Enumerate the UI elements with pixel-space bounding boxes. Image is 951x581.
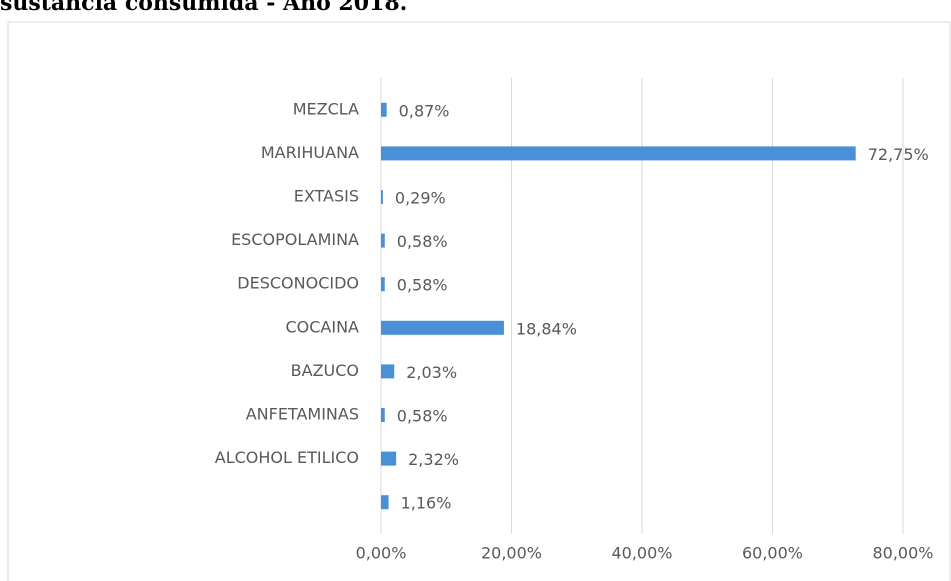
bar <box>381 190 383 204</box>
y-tick-label: DESCONOCIDO <box>237 274 359 293</box>
data-label: 0,58% <box>397 407 448 426</box>
y-tick-label: MARIHUANA <box>261 143 359 162</box>
bar <box>381 364 395 379</box>
data-label: 18,84% <box>516 319 577 338</box>
x-tick-label: 20,00% <box>481 544 542 563</box>
data-label: 2,32% <box>408 450 459 469</box>
bar <box>381 451 397 466</box>
bar <box>381 277 385 292</box>
bar <box>381 495 389 510</box>
bar <box>381 320 504 335</box>
x-tick-label: 0,00% <box>356 544 407 563</box>
y-tick-label: MEZCLA <box>293 99 359 118</box>
data-label: 1,16% <box>401 494 452 513</box>
x-tick-label: 60,00% <box>742 544 803 563</box>
bar <box>381 146 856 161</box>
y-tick-label: ANFETAMINAS <box>246 405 359 424</box>
y-tick-label: ESCOPOLAMINA <box>231 230 359 249</box>
bar <box>381 408 385 422</box>
chart-title: sustancia consumida - Año 2018. <box>0 0 407 16</box>
data-label: 0,29% <box>395 189 446 208</box>
x-tick-label: 40,00% <box>611 544 672 563</box>
chart-frame <box>7 21 951 581</box>
bar <box>381 233 385 248</box>
y-tick-label: BAZUCO <box>291 361 359 380</box>
y-tick-label: EXTASIS <box>294 187 359 206</box>
y-tick-label: COCAINA <box>285 317 359 336</box>
x-tick-label: 80,00% <box>872 544 933 563</box>
data-label: 72,75% <box>868 145 929 164</box>
bar <box>381 102 387 117</box>
data-label: 0,58% <box>397 232 448 251</box>
data-label: 2,03% <box>406 363 457 382</box>
data-label: 0,87% <box>399 101 450 120</box>
y-tick-label: ALCOHOL ETILICO <box>215 448 359 467</box>
data-label: 0,58% <box>397 276 448 295</box>
